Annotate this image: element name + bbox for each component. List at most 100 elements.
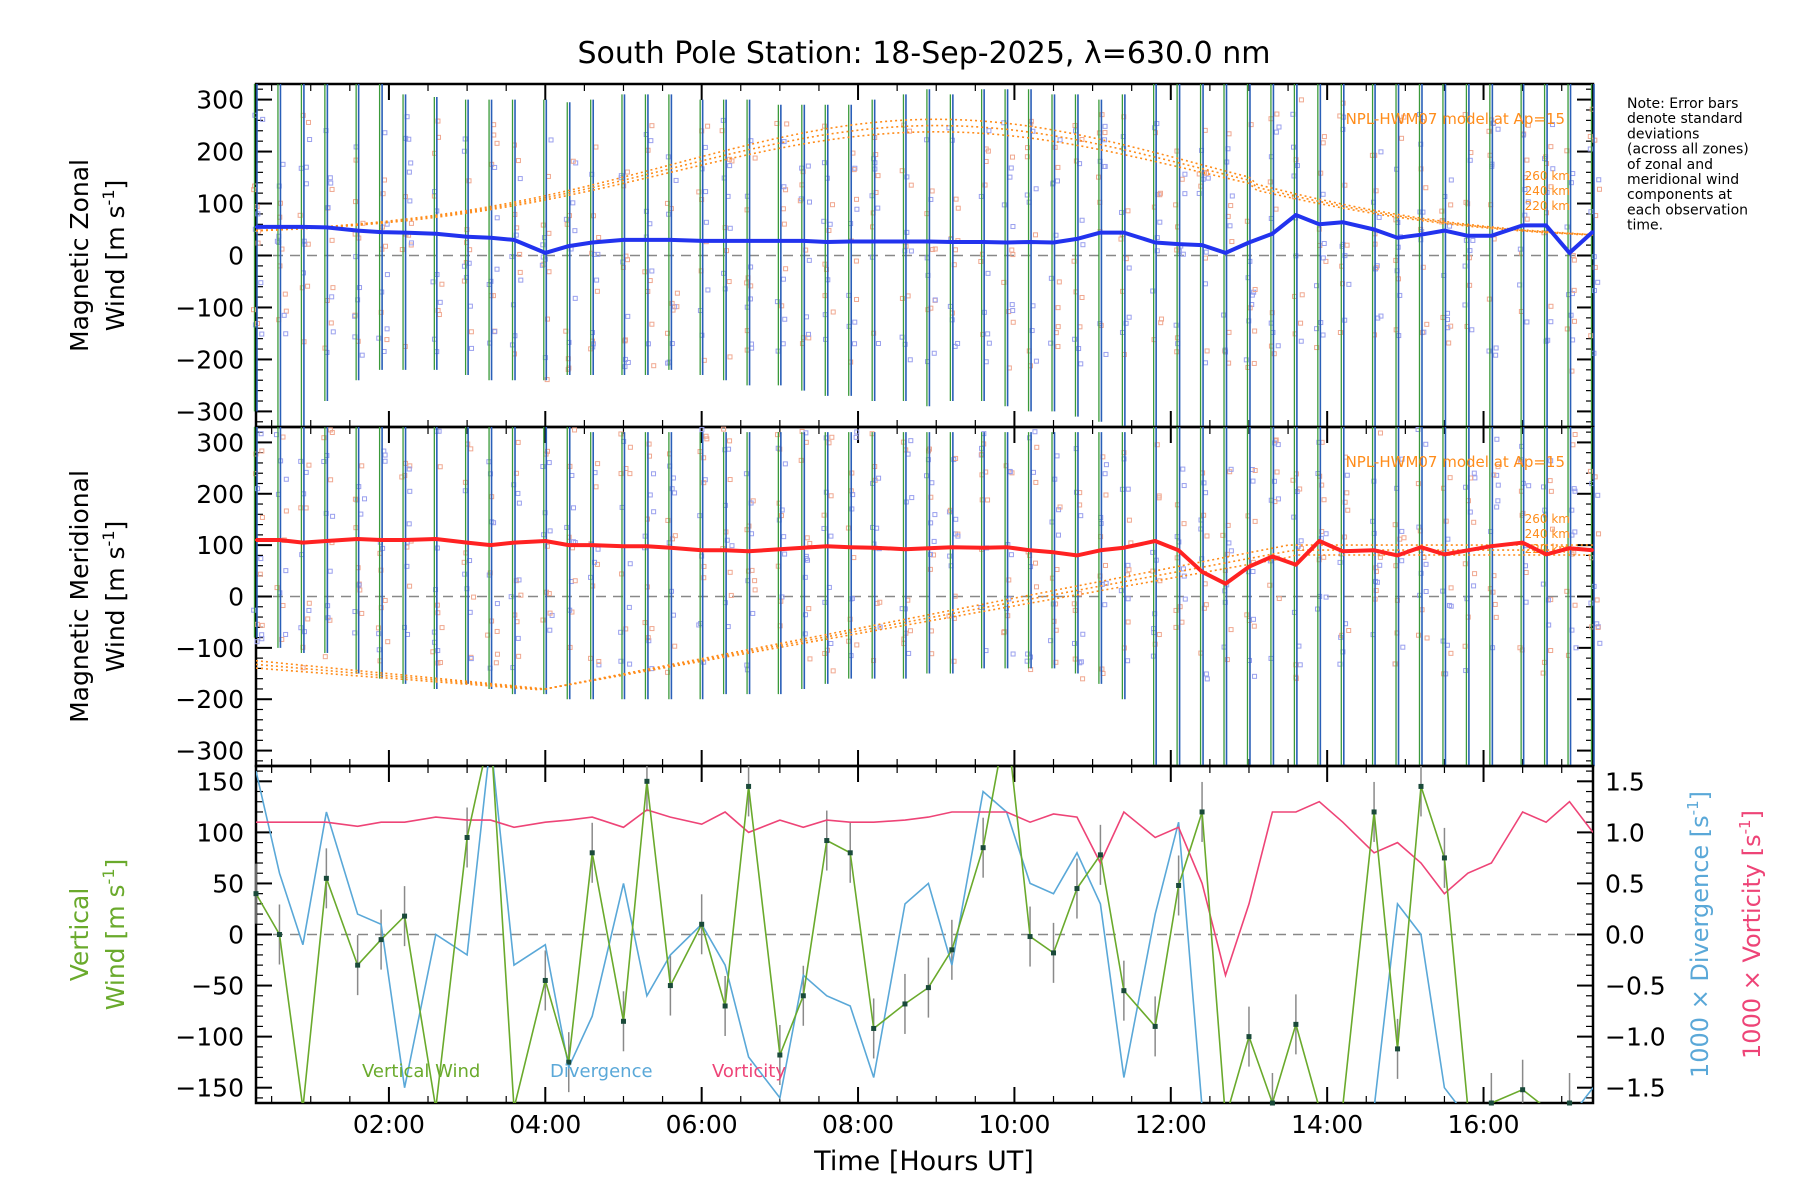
meridional-data-point bbox=[1419, 545, 1423, 549]
meridional-zone-point bbox=[1125, 562, 1131, 568]
zonal-zone-point bbox=[1010, 252, 1016, 258]
zonal-zone-point bbox=[1548, 303, 1554, 309]
zonal-zone-point bbox=[1571, 287, 1577, 293]
zonal-zone-point bbox=[1571, 318, 1577, 324]
zonal-zone-point bbox=[703, 219, 709, 225]
zonal-data-point bbox=[489, 236, 492, 240]
meridional-zone-point bbox=[1495, 464, 1501, 470]
zonal-zone-point bbox=[908, 248, 914, 254]
zonal-data-point bbox=[802, 239, 805, 243]
zonal-zone-point bbox=[1048, 275, 1054, 281]
zonal-zone-point bbox=[328, 180, 334, 186]
zonal-zone-point bbox=[1524, 216, 1530, 222]
meridional-zone-point bbox=[1587, 468, 1593, 474]
zonal-zone-point bbox=[624, 257, 630, 263]
meridional-zone-point bbox=[1203, 671, 1209, 677]
zonal-zone-point bbox=[1154, 248, 1160, 254]
zonal-zone-point bbox=[281, 312, 287, 318]
zonal-data-point bbox=[1466, 234, 1470, 237]
zonal-data-point bbox=[872, 240, 875, 243]
meridional-data-point bbox=[1271, 555, 1274, 558]
zonal-zone-point bbox=[297, 212, 303, 218]
zonal-data-point bbox=[301, 225, 305, 229]
zonal-zone-point bbox=[649, 321, 655, 327]
zonal-zone-point bbox=[437, 299, 443, 305]
zonal-zone-point bbox=[406, 136, 412, 142]
zonal-zone-point bbox=[1342, 317, 1348, 323]
meridional-zone-point bbox=[1344, 472, 1350, 478]
zonal-zone-point bbox=[594, 277, 600, 283]
zonal-zone-point bbox=[875, 205, 881, 211]
meridional-zone-point bbox=[435, 610, 441, 616]
zonal-zone-point bbox=[381, 177, 387, 183]
vertical-wind-point bbox=[925, 985, 931, 991]
zonal-zone-point bbox=[307, 137, 313, 143]
meridional-data-point bbox=[434, 537, 438, 541]
note-line: time. bbox=[1627, 218, 1663, 234]
zonal-zone-point bbox=[622, 356, 628, 362]
meridional-zone-point bbox=[627, 561, 633, 567]
vertical-wind-point bbox=[589, 850, 595, 856]
meridional-zone-point bbox=[651, 509, 657, 515]
zonal-zone-point bbox=[705, 123, 711, 129]
zonal-zone-point bbox=[783, 266, 789, 272]
zonal-zone-point bbox=[1517, 246, 1523, 252]
meridional-zone-point bbox=[672, 643, 678, 649]
zonal-zone-point bbox=[494, 215, 500, 221]
meridional-zone-point bbox=[376, 631, 382, 637]
meridional-zone-point bbox=[595, 461, 601, 467]
meridional-zone-point bbox=[849, 596, 855, 602]
zonal-zone-point bbox=[1202, 255, 1208, 261]
zonal-zone-point bbox=[982, 182, 988, 188]
meridional-zone-point bbox=[1125, 596, 1131, 602]
meridional-zone-point bbox=[646, 441, 652, 447]
zonal-zone-point bbox=[674, 290, 680, 296]
zonal-zone-point bbox=[1323, 258, 1329, 264]
meridional-data-point bbox=[1200, 570, 1204, 574]
zonal-zone-point bbox=[1057, 137, 1063, 143]
zonal-zone-point bbox=[439, 281, 445, 287]
vertical-wind-point bbox=[378, 937, 384, 943]
meridional-zone-point bbox=[729, 543, 735, 549]
vertical-wind-point bbox=[847, 850, 853, 856]
meridional-zone-point bbox=[782, 551, 788, 557]
meridional-data-point bbox=[1568, 547, 1571, 550]
meridional-zone-point bbox=[1346, 628, 1352, 634]
zonal-zone-point bbox=[774, 299, 780, 305]
meridional-zone-point bbox=[518, 592, 524, 598]
zonal-zone-point bbox=[752, 155, 758, 161]
zonal-data-point bbox=[379, 230, 383, 234]
meridional-ytick-label: −200 bbox=[175, 685, 244, 714]
meridional-zone-point bbox=[1276, 596, 1282, 602]
zonal-zone-point bbox=[1274, 111, 1280, 117]
meridional-data-point bbox=[278, 538, 281, 542]
meridional-zone-point bbox=[1126, 517, 1132, 523]
zonal-zone-point bbox=[546, 230, 552, 236]
zonal-zone-point bbox=[908, 182, 914, 188]
zonal-ytick-label: 300 bbox=[196, 86, 244, 115]
meridional-zone-point bbox=[806, 606, 812, 612]
zonal-zone-point bbox=[1024, 192, 1030, 198]
meridional-zone-point bbox=[1523, 599, 1529, 605]
zonal-zone-point bbox=[904, 174, 910, 180]
meridional-zone-point bbox=[1201, 480, 1207, 486]
meridional-zone-point bbox=[647, 492, 653, 498]
zonal-zone-point bbox=[1010, 308, 1016, 314]
meridional-zone-point bbox=[516, 577, 522, 583]
zonal-ytick-label: −300 bbox=[175, 397, 244, 426]
zonal-zone-point bbox=[1157, 192, 1163, 198]
zonal-data-point bbox=[1052, 241, 1055, 244]
meridional-zone-point bbox=[1377, 562, 1383, 568]
note-line: meridional wind bbox=[1627, 172, 1739, 188]
meridional-zone-point bbox=[1415, 632, 1421, 638]
zonal-zone-point bbox=[384, 337, 390, 343]
meridional-zone-point bbox=[572, 578, 578, 584]
zonal-zone-point bbox=[805, 331, 811, 337]
zonal-data-point bbox=[1568, 251, 1571, 255]
zonal-zone-point bbox=[625, 359, 631, 365]
zonal-zone-point bbox=[1202, 360, 1208, 366]
zonal-zone-point bbox=[384, 272, 390, 278]
zonal-zone-point bbox=[407, 198, 413, 204]
zonal-zone-point bbox=[406, 169, 412, 175]
meridional-zone-point bbox=[407, 463, 413, 469]
